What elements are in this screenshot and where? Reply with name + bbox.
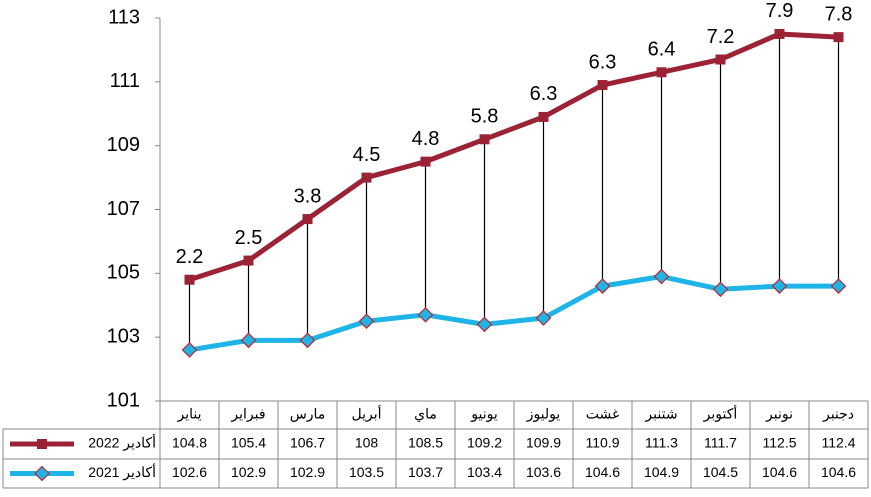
data-point — [715, 54, 726, 65]
data-point — [417, 306, 434, 323]
legend-label: أكادير 2022 — [88, 433, 156, 452]
annotation: 7.8 — [825, 3, 853, 25]
legend-label: أكادير 2021 — [88, 462, 156, 481]
data-point — [535, 310, 552, 326]
annotation: 3.8 — [294, 185, 322, 207]
x-tick-label: يناير — [176, 406, 201, 423]
table-value: 104.8 — [172, 435, 207, 451]
table-value: 102.6 — [172, 464, 207, 480]
x-tick-label: أبريل — [351, 404, 381, 423]
x-tick-label: نونبر — [765, 406, 793, 423]
table-value: 102.9 — [231, 464, 266, 480]
data-point — [774, 28, 785, 39]
table-value: 102.9 — [290, 464, 325, 480]
table-value: 108 — [355, 435, 379, 451]
data-point — [420, 156, 431, 167]
table-value: 104.5 — [703, 464, 738, 480]
y-tick-label: 107 — [107, 198, 140, 220]
table-value: 110.9 — [586, 435, 620, 451]
data-point — [656, 67, 667, 78]
data-point — [181, 342, 198, 358]
x-tick-label: يونيو — [470, 406, 498, 423]
data-point — [538, 111, 549, 122]
y-tick-label: 109 — [107, 134, 140, 156]
table-value: 103.7 — [408, 464, 443, 480]
table-value: 103.6 — [526, 464, 561, 480]
annotation: 6.3 — [530, 83, 558, 105]
table-value: 104.9 — [644, 464, 679, 480]
annotation: 6.3 — [589, 51, 617, 73]
data-point — [243, 255, 254, 266]
table-value: 109.9 — [526, 435, 561, 451]
table-value: 109.2 — [467, 435, 502, 451]
data-point — [361, 172, 372, 183]
data-point — [597, 80, 608, 91]
table-value: 112.4 — [822, 435, 856, 451]
table-value: 104.6 — [762, 464, 797, 480]
table-value: 104.6 — [821, 464, 856, 480]
table-value: 112.5 — [763, 435, 797, 451]
legend-marker — [34, 465, 50, 482]
annotation: 4.8 — [412, 128, 440, 150]
data-point — [833, 32, 844, 43]
table-value: 104.6 — [585, 464, 620, 480]
table-value: 111.7 — [704, 435, 737, 451]
annotation: 4.5 — [353, 144, 381, 166]
y-tick-label: 105 — [107, 262, 140, 284]
table-value: 105.4 — [231, 435, 266, 451]
series-line — [189, 274, 839, 353]
data-point — [771, 278, 788, 294]
data-point — [653, 268, 670, 285]
annotation: 6.4 — [648, 39, 676, 61]
annotation: 5.8 — [471, 106, 499, 128]
x-tick-label: يوليوز — [526, 406, 561, 423]
data-point — [712, 281, 729, 298]
data-point — [240, 332, 257, 349]
x-tick-label: دجنبر — [822, 406, 854, 423]
y-tick-label: 101 — [107, 389, 140, 411]
table-value: 103.4 — [467, 464, 502, 480]
x-tick-label: مارس — [290, 406, 326, 423]
data-point — [479, 134, 490, 145]
y-tick-label: 111 — [110, 70, 140, 92]
table-value: 108.5 — [408, 435, 443, 451]
x-tick-label: غشت — [586, 406, 620, 422]
table-value: 106.7 — [290, 435, 325, 451]
data-point — [830, 278, 847, 294]
legend-marker — [37, 439, 47, 449]
data-point — [302, 214, 313, 225]
x-tick-label: شتنبر — [644, 406, 677, 423]
data-point — [299, 332, 316, 349]
data-point — [358, 313, 375, 330]
annotation: 2.2 — [176, 246, 204, 268]
x-tick-label: ماي — [414, 406, 437, 422]
y-tick-label: 113 — [108, 6, 140, 28]
data-point — [594, 278, 611, 294]
table-value: 103.5 — [349, 464, 384, 480]
annotation: 7.2 — [707, 26, 735, 48]
x-tick-label: أكتوبر — [703, 404, 738, 423]
table-value: 111.3 — [645, 435, 678, 451]
data-point — [476, 316, 493, 333]
annotation: 2.5 — [235, 227, 263, 249]
y-tick-label: 103 — [107, 325, 140, 347]
annotation: 7.9 — [766, 0, 794, 22]
x-tick-label: فبراير — [230, 406, 265, 423]
series-line — [188, 31, 839, 283]
data-point — [184, 274, 195, 285]
